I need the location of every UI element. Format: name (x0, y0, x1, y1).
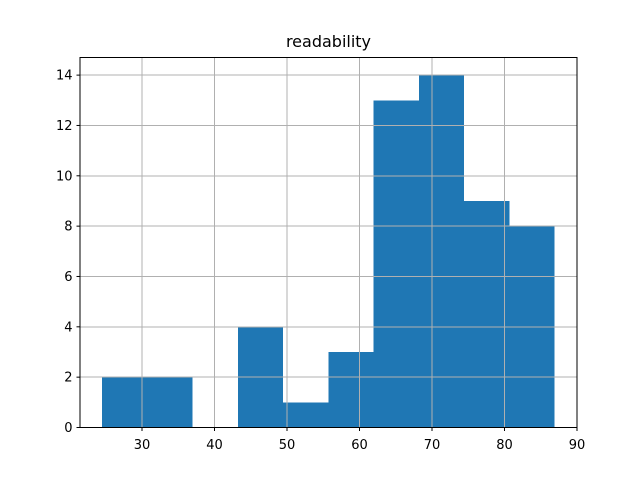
y-tick-label: 12 (56, 119, 73, 134)
x-tick-label: 70 (424, 438, 441, 453)
x-tick-label: 80 (496, 438, 513, 453)
histogram-bar (373, 100, 419, 428)
histogram-bar (464, 200, 510, 428)
y-tick-label: 8 (64, 220, 72, 235)
y-tick-label: 6 (64, 270, 72, 285)
tick-labels-group: 30 40 50 60 70 80 90 0 2 4 6 8 10 12 14 (56, 69, 585, 453)
histogram-bar (283, 402, 329, 428)
x-tick-label: 60 (351, 438, 368, 453)
x-tick-label: 30 (134, 438, 151, 453)
x-tick-label: 90 (569, 438, 586, 453)
histogram-bar (328, 351, 374, 428)
histogram-bar (102, 377, 148, 428)
x-tick-label: 50 (279, 438, 296, 453)
x-tick-label: 40 (206, 438, 223, 453)
y-tick-label: 0 (64, 421, 72, 436)
y-tick-label: 14 (56, 69, 73, 84)
histogram-bar (147, 377, 193, 428)
y-tick-label: 4 (64, 320, 72, 335)
chart-title: readability (286, 32, 371, 51)
ticks-group (76, 74, 578, 431)
histogram-bar (418, 75, 465, 428)
y-tick-label: 10 (56, 169, 73, 184)
y-tick-label: 2 (64, 371, 72, 386)
plot-border (79, 57, 578, 428)
bars-group (102, 75, 555, 428)
